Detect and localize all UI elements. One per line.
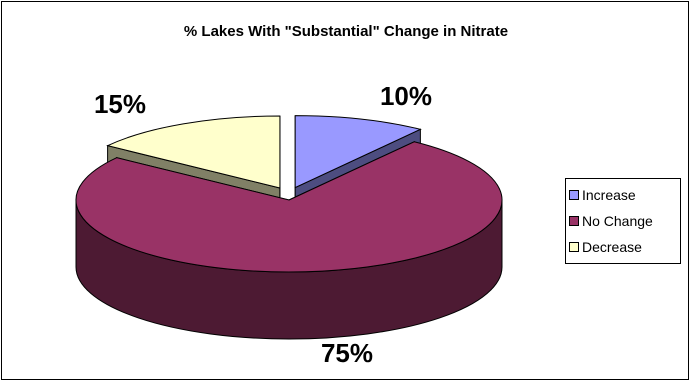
legend-label-increase: Increase — [582, 187, 636, 203]
legend-item-no-change: No Change — [569, 208, 680, 234]
legend-label-decrease: Decrease — [582, 239, 642, 255]
slice-no-change — [75, 141, 503, 273]
legend-item-decrease: Decrease — [569, 234, 680, 260]
data-label-decrease: 15% — [94, 89, 146, 119]
legend-label-no-change: No Change — [582, 213, 653, 229]
legend-item-increase: Increase — [569, 182, 680, 208]
legend-swatch-increase — [569, 190, 579, 200]
legend-swatch-decrease — [569, 242, 579, 252]
slice-decrease — [106, 115, 281, 189]
legend-swatch-no-change — [569, 216, 579, 226]
legend: Increase No Change Decrease — [565, 178, 681, 264]
chart-title: % Lakes With "Substantial" Change in Nit… — [183, 23, 509, 40]
data-label-increase: 10% — [380, 81, 432, 111]
slice-increase — [294, 115, 422, 189]
data-label-no-change: 75% — [321, 338, 373, 368]
